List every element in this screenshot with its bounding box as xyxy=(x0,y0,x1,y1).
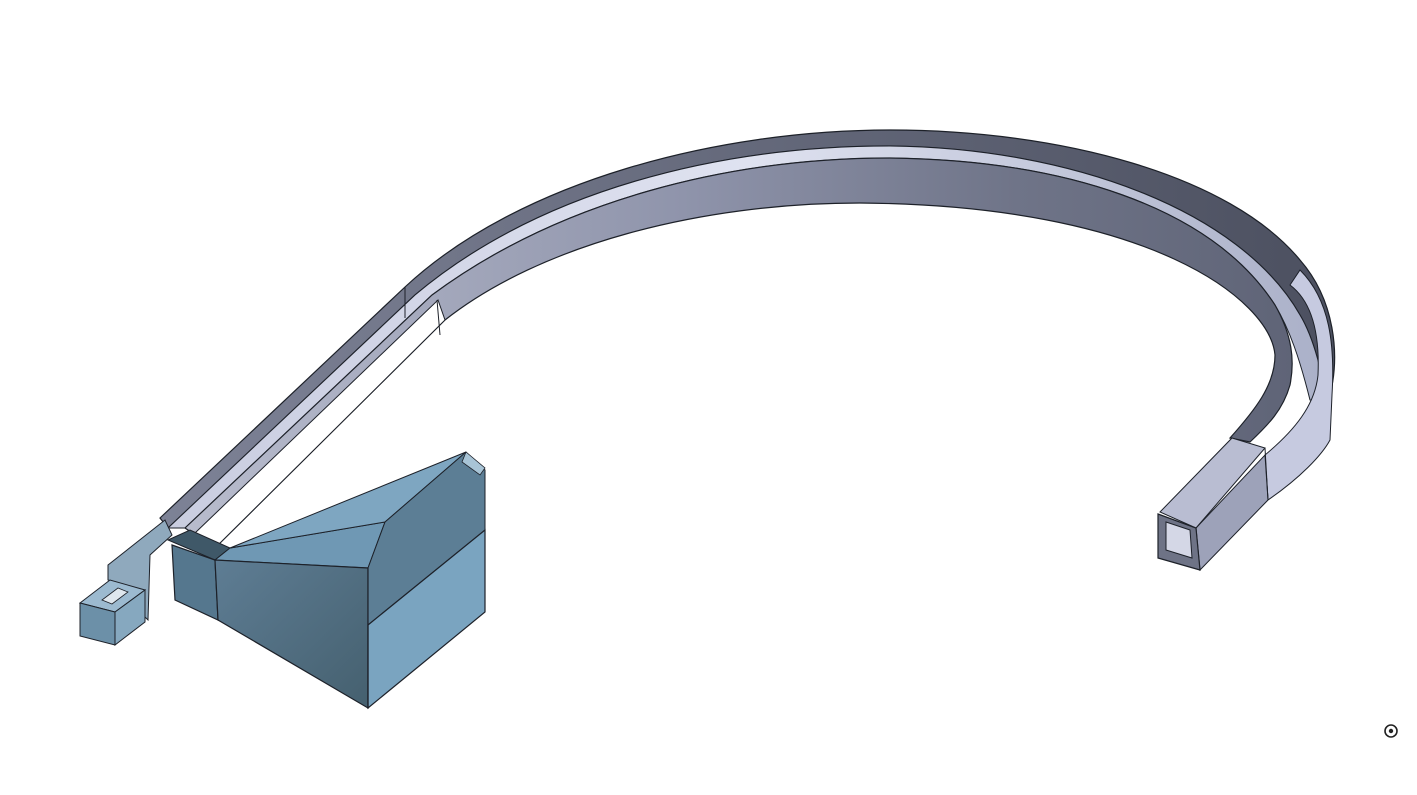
connector-small-box-side[interactable] xyxy=(114,589,146,647)
left-connector[interactable] xyxy=(78,519,173,647)
chute-seam-left-2 xyxy=(436,299,441,336)
curved-chute[interactable] xyxy=(159,129,1336,572)
horn-flare-front[interactable] xyxy=(214,559,369,710)
connector-slot xyxy=(101,587,129,605)
horn-mouth-rim[interactable] xyxy=(461,451,486,476)
chute-right-end-opening[interactable] xyxy=(1165,521,1193,559)
horn-feed[interactable] xyxy=(166,451,486,710)
chute-seam-right xyxy=(1264,447,1269,501)
rotation-center-icon[interactable] xyxy=(1382,722,1400,740)
